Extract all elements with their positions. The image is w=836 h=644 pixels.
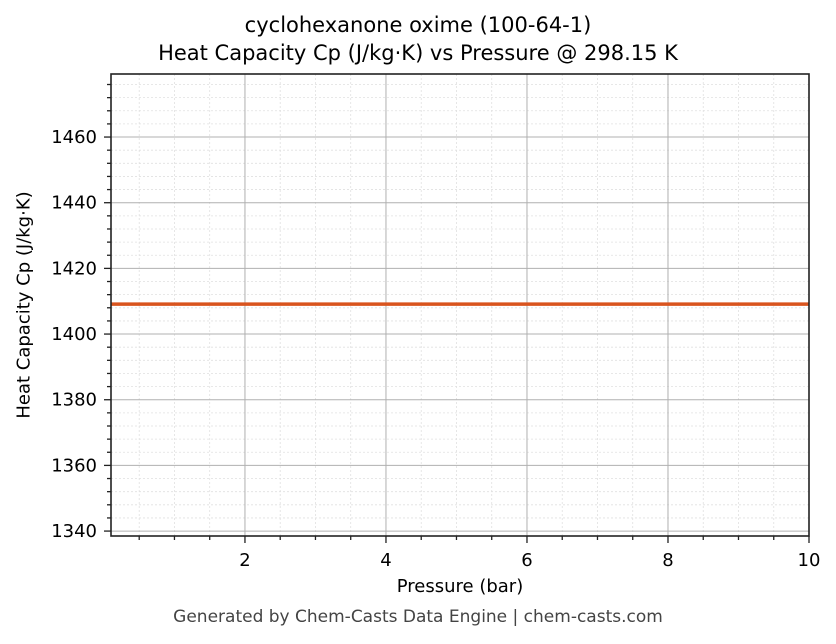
x-tick-label: 4 xyxy=(380,550,391,571)
footer-credit: Generated by Chem-Casts Data Engine | ch… xyxy=(173,607,663,627)
x-tick-label: 6 xyxy=(521,550,532,571)
y-tick-label: 1400 xyxy=(51,324,97,345)
chart-subtitle: Heat Capacity Cp (J/kg·K) vs Pressure @ … xyxy=(158,41,678,65)
y-tick-label: 1340 xyxy=(51,521,97,542)
y-tick-label: 1440 xyxy=(51,193,97,214)
y-tick-label: 1460 xyxy=(51,127,97,148)
x-tick-label: 10 xyxy=(798,550,821,571)
x-tick-label: 2 xyxy=(239,550,250,571)
x-axis-label: Pressure (bar) xyxy=(396,576,524,597)
y-axis-label: Heat Capacity Cp (J/kg·K) xyxy=(13,191,35,419)
y-tick-label: 1380 xyxy=(51,390,97,411)
y-tick-label: 1420 xyxy=(51,258,97,279)
x-tick-label: 8 xyxy=(662,550,673,571)
plot-frame xyxy=(110,73,810,537)
chart-title: cyclohexanone oxime (100-64-1) xyxy=(244,13,592,37)
y-tick-label: 1360 xyxy=(51,455,97,476)
